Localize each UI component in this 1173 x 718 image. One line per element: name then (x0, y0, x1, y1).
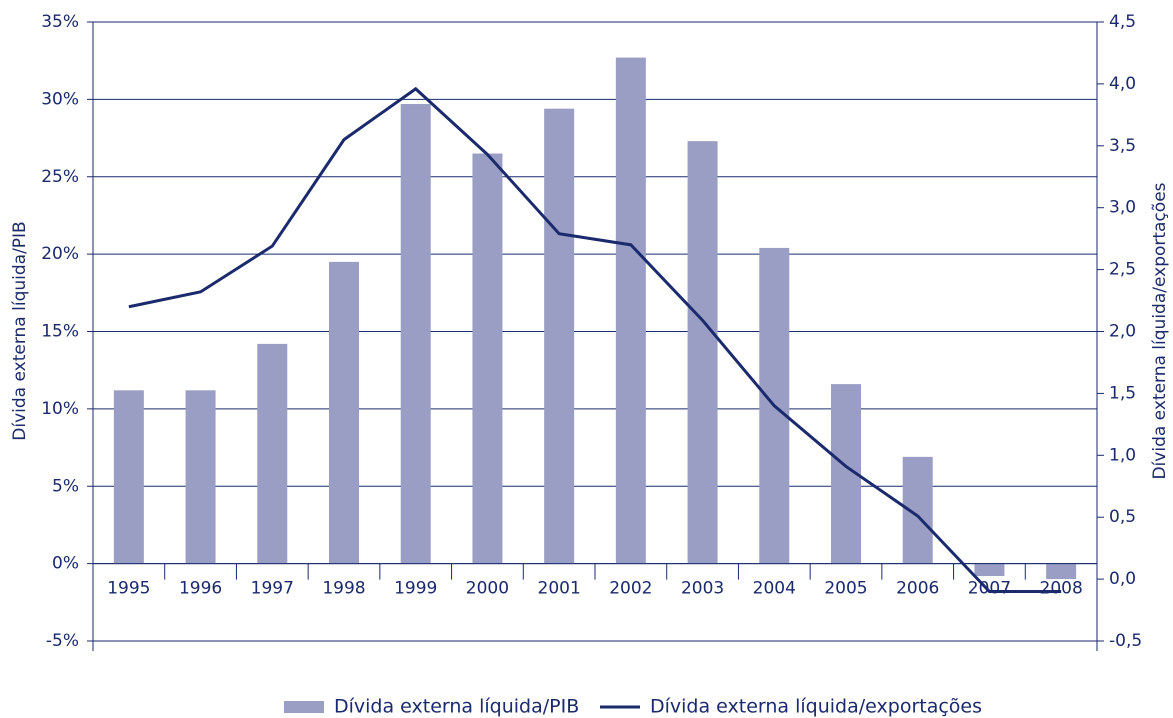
y-tick-label: 5% (52, 476, 79, 496)
y-axis-label: Dívida externa líquida/PIB (10, 221, 30, 440)
x-tick-label: 1998 (322, 579, 365, 599)
y-tick-label: 30% (41, 89, 79, 109)
y2-tick-label: 0,0 (1109, 569, 1136, 589)
bar (687, 141, 718, 564)
y2-tick-label: 3,5 (1109, 136, 1136, 156)
x-tick-label: 2002 (609, 579, 652, 599)
y-tick-label: 25% (41, 167, 79, 187)
legend-label: Dívida externa líquida/exportações (650, 696, 982, 718)
bar (329, 261, 359, 564)
y-tick-label: 20% (41, 244, 79, 264)
y-tick-label: 0% (52, 554, 79, 574)
bar (113, 390, 144, 564)
bar (472, 153, 503, 564)
x-tick-label: 2006 (896, 579, 939, 599)
x-tick-label: 2003 (681, 579, 724, 599)
bar (400, 104, 431, 564)
x-tick-label: 2004 (753, 579, 796, 599)
x-tick-label: 2001 (538, 579, 581, 599)
y2-tick-label: 4,5 (1109, 12, 1136, 32)
x-tick-label: 1995 (107, 579, 150, 599)
y2-tick-label: 3,0 (1109, 198, 1136, 218)
legend-swatch (284, 701, 324, 713)
bar (1046, 563, 1077, 580)
x-tick-label: 1999 (394, 579, 437, 599)
bar (974, 563, 1005, 577)
legend-label: Dívida externa líquida/PIB (334, 696, 579, 718)
y-tick-label: -5% (46, 631, 79, 651)
x-tick-label: 2007 (968, 579, 1011, 599)
y2-tick-label: 1,5 (1109, 383, 1136, 403)
x-tick-label: 2005 (824, 579, 867, 599)
bar (615, 57, 646, 564)
y2-axis-label: Dívida externa líquida/exportações (1150, 182, 1170, 479)
x-tick-label: 2008 (1040, 579, 1083, 599)
y2-tick-label: -0,5 (1109, 631, 1142, 651)
y-tick-label: 10% (41, 399, 79, 419)
x-tick-label: 1997 (251, 579, 294, 599)
bar (257, 343, 288, 564)
y2-tick-label: 4,0 (1109, 74, 1136, 94)
y2-tick-label: 2,0 (1109, 322, 1136, 342)
y2-tick-label: 2,5 (1109, 260, 1136, 280)
y-tick-label: 35% (41, 12, 79, 32)
bar (185, 390, 216, 564)
y-tick-label: 15% (41, 322, 79, 342)
x-tick-label: 1996 (179, 579, 222, 599)
y2-tick-label: 1,0 (1109, 445, 1136, 465)
bar (544, 108, 575, 564)
x-tick-label: 2000 (466, 579, 509, 599)
y2-tick-label: 0,5 (1109, 507, 1136, 527)
line (128, 86, 1062, 593)
